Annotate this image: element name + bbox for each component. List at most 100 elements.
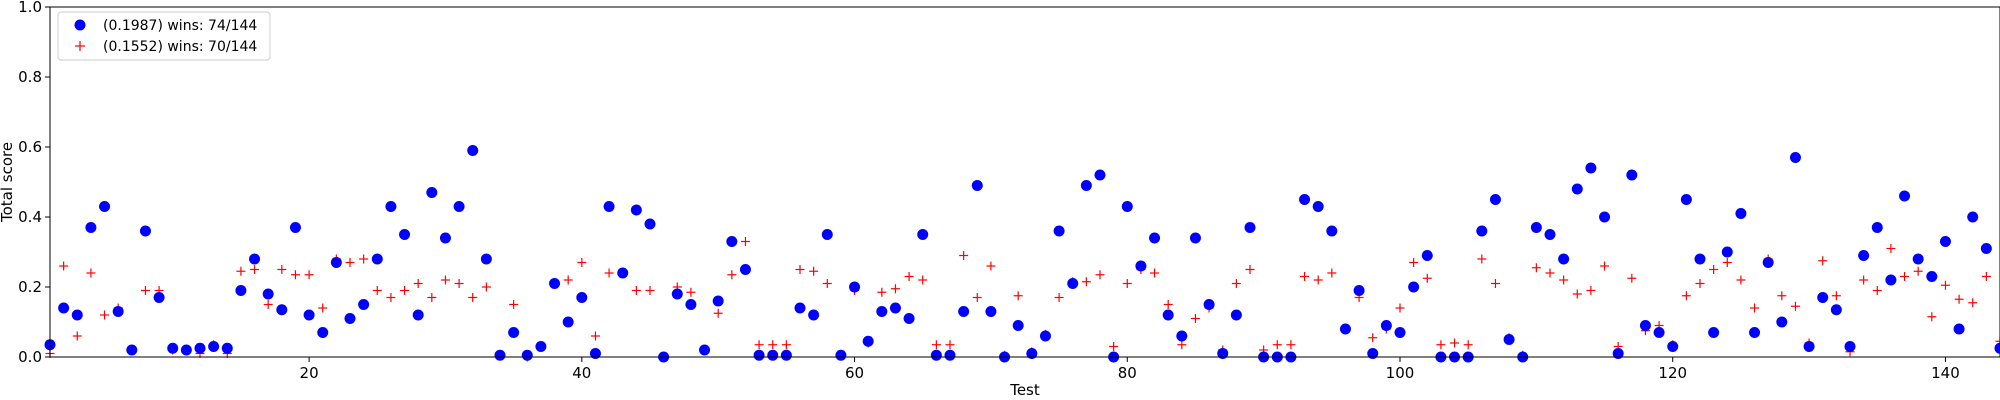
data-point-series-1 bbox=[1503, 334, 1515, 345]
data-point-series-1 bbox=[562, 316, 574, 328]
data-point-series-1 bbox=[630, 204, 642, 216]
plot-background bbox=[50, 7, 2000, 357]
data-point-series-1 bbox=[1176, 330, 1188, 342]
data-point-series-2 bbox=[1545, 268, 1555, 278]
data-point-series-2 bbox=[931, 340, 941, 350]
data-point-series-1 bbox=[235, 285, 247, 296]
data-point-series-2 bbox=[481, 282, 491, 292]
data-point-series-1 bbox=[1762, 257, 1774, 268]
data-point-series-1 bbox=[453, 201, 465, 212]
data-point-series-2 bbox=[1559, 275, 1569, 285]
data-point-series-2 bbox=[59, 261, 69, 271]
data-point-series-2 bbox=[372, 286, 382, 295]
data-point-series-1 bbox=[1053, 225, 1065, 237]
x-tick-label: 100 bbox=[1386, 364, 1415, 382]
data-point-series-1 bbox=[508, 327, 520, 338]
data-point-series-2 bbox=[1463, 340, 1473, 350]
data-point-series-1 bbox=[1012, 320, 1024, 331]
data-point-series-1 bbox=[1653, 327, 1665, 338]
data-point-series-2 bbox=[509, 300, 519, 309]
data-point-series-1 bbox=[1217, 348, 1229, 359]
data-point-series-1 bbox=[1735, 208, 1747, 219]
data-point-series-1 bbox=[1708, 327, 1720, 338]
data-point-series-2 bbox=[986, 261, 996, 271]
data-point-series-1 bbox=[1776, 316, 1788, 328]
data-point-series-2 bbox=[1627, 273, 1637, 283]
data-point-series-1 bbox=[1476, 225, 1488, 237]
data-point-series-2 bbox=[1313, 275, 1323, 285]
data-point-series-1 bbox=[1721, 246, 1733, 258]
data-point-series-1 bbox=[1339, 323, 1351, 335]
data-point-series-1 bbox=[289, 222, 301, 233]
legend-label-series-1: (0.1987) wins: 74/144 bbox=[103, 18, 257, 34]
data-point-series-1 bbox=[1626, 169, 1638, 181]
data-point-series-2 bbox=[781, 340, 791, 350]
data-point-series-1 bbox=[794, 302, 806, 314]
data-point-series-2 bbox=[1750, 303, 1760, 313]
data-point-series-2 bbox=[304, 270, 314, 280]
data-point-series-1 bbox=[71, 309, 83, 321]
data-point-series-1 bbox=[1039, 330, 1051, 342]
data-point-series-1 bbox=[1326, 225, 1338, 237]
data-point-series-2 bbox=[1300, 272, 1310, 281]
data-point-series-1 bbox=[835, 349, 847, 361]
y-tick-label: 0.2 bbox=[18, 278, 42, 296]
data-point-series-1 bbox=[1312, 201, 1324, 212]
data-point-series-1 bbox=[358, 299, 370, 310]
data-point-series-2 bbox=[140, 286, 150, 295]
data-point-series-1 bbox=[262, 288, 274, 300]
data-point-series-1 bbox=[549, 278, 561, 289]
data-point-series-2 bbox=[877, 287, 887, 297]
data-point-series-2 bbox=[1286, 340, 1296, 350]
data-point-series-1 bbox=[126, 344, 138, 356]
data-point-series-2 bbox=[713, 308, 723, 318]
data-point-series-1 bbox=[1408, 281, 1420, 293]
data-point-series-2 bbox=[1177, 340, 1187, 350]
data-point-series-1 bbox=[1599, 211, 1611, 223]
data-point-series-2 bbox=[1436, 340, 1446, 350]
data-point-series-1 bbox=[1094, 169, 1106, 181]
data-point-series-2 bbox=[1913, 266, 1923, 276]
data-point-series-1 bbox=[385, 201, 397, 212]
data-point-series-2 bbox=[400, 286, 410, 295]
data-point-series-1 bbox=[1639, 320, 1651, 331]
data-point-series-1 bbox=[153, 292, 165, 303]
axis-ticks: 20 40 60 80 100 120 140 0.0 0.2 0.4 0.6 0.8 1.0 bbox=[18, 0, 1960, 382]
data-point-series-1 bbox=[1994, 342, 2000, 354]
data-point-series-1 bbox=[303, 309, 315, 321]
data-point-series-2 bbox=[1190, 314, 1200, 323]
data-point-series-1 bbox=[412, 309, 424, 321]
data-point-series-2 bbox=[250, 265, 260, 274]
y-tick-label: 0.8 bbox=[18, 68, 42, 86]
data-point-series-1 bbox=[603, 201, 615, 212]
data-point-series-1 bbox=[1844, 341, 1856, 352]
data-point-series-2 bbox=[1790, 301, 1800, 311]
data-point-series-1 bbox=[167, 342, 179, 354]
y-tick-label: 0.4 bbox=[18, 208, 42, 226]
y-tick-label: 0.6 bbox=[18, 138, 42, 156]
data-point-series-1 bbox=[821, 229, 833, 240]
data-point-series-1 bbox=[699, 344, 711, 356]
data-point-series-1 bbox=[1980, 243, 1992, 254]
data-point-series-1 bbox=[494, 349, 506, 361]
data-point-series-1 bbox=[862, 335, 874, 347]
x-tick-label: 120 bbox=[1658, 364, 1687, 382]
data-point-series-2 bbox=[1872, 286, 1882, 295]
data-point-series-1 bbox=[1067, 278, 1079, 289]
data-point-series-2 bbox=[1395, 303, 1405, 313]
data-point-series-1 bbox=[112, 306, 124, 317]
data-point-series-2 bbox=[1859, 275, 1869, 285]
legend: (0.1987) wins: 74/144 (0.1552) wins: 70/… bbox=[57, 11, 271, 61]
data-point-series-2 bbox=[740, 237, 750, 246]
data-point-series-1 bbox=[439, 232, 451, 244]
data-point-series-2 bbox=[727, 270, 737, 280]
data-point-series-1 bbox=[889, 302, 901, 314]
data-point-series-2 bbox=[1968, 298, 1978, 308]
data-point-series-2 bbox=[918, 275, 928, 285]
data-point-series-1 bbox=[330, 257, 342, 268]
data-point-series-1 bbox=[767, 349, 779, 361]
data-point-series-1 bbox=[535, 341, 547, 352]
data-point-series-1 bbox=[1367, 348, 1379, 359]
data-point-series-1 bbox=[1858, 250, 1870, 261]
data-markers bbox=[44, 145, 2000, 363]
